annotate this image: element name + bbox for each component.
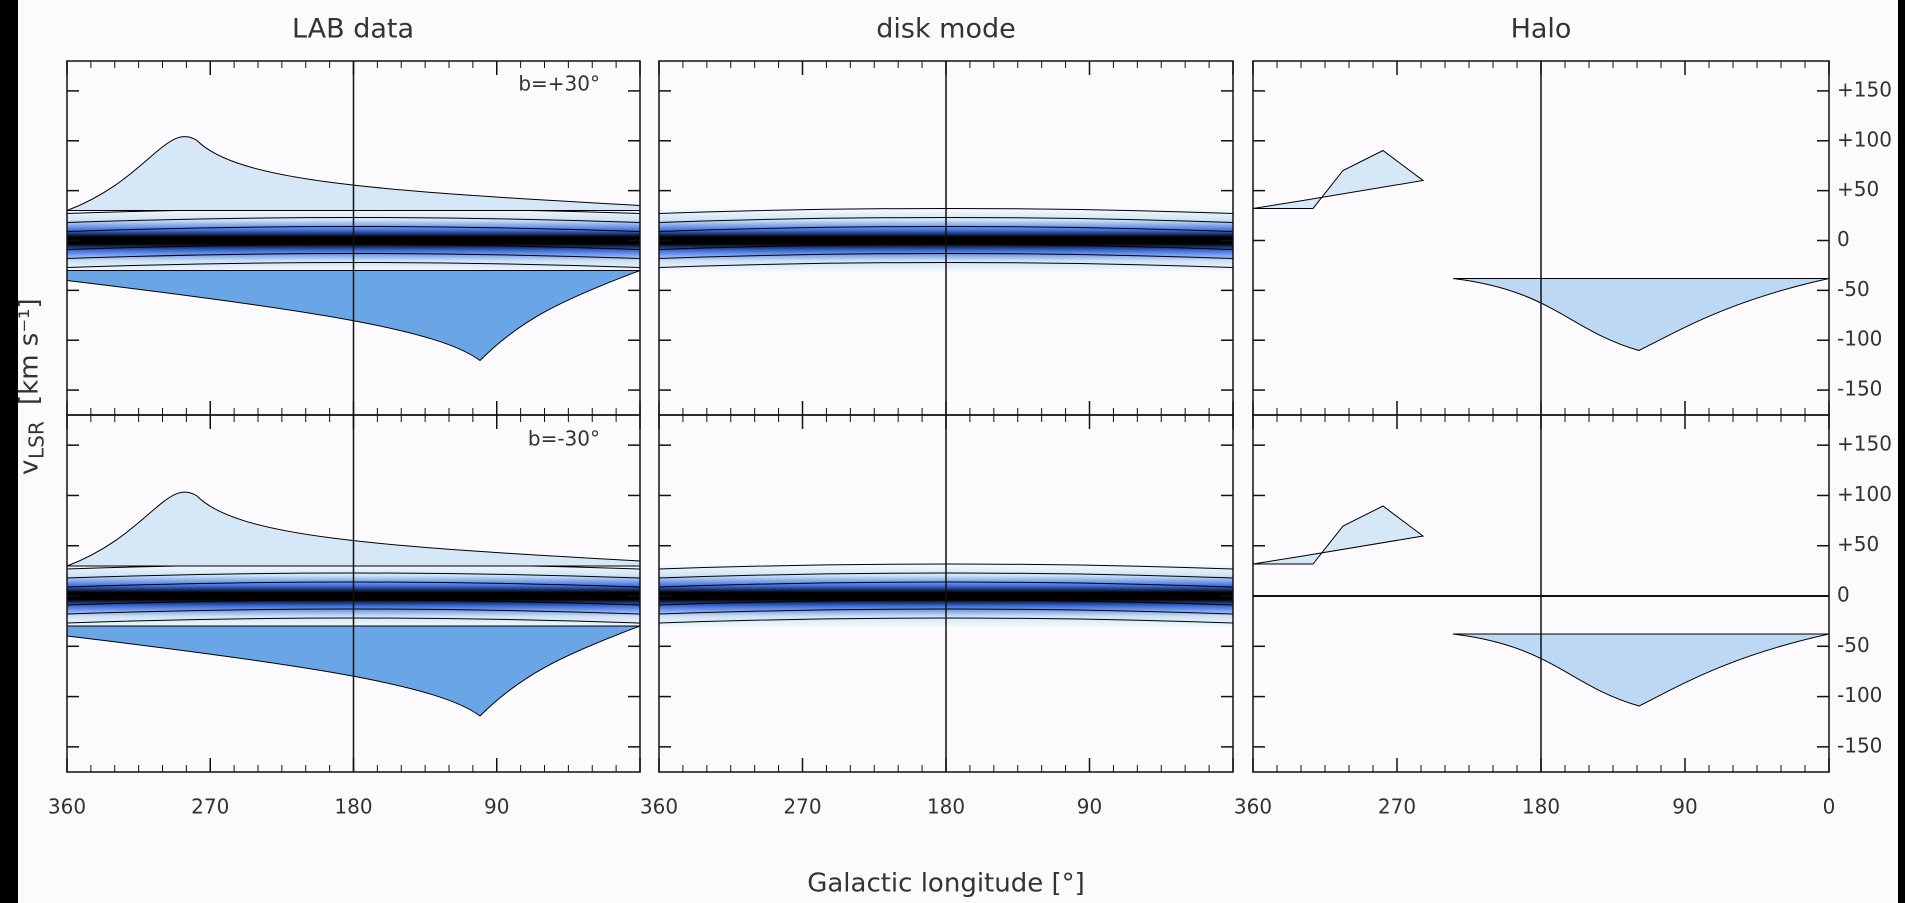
- x-tick-label: 270: [783, 795, 821, 819]
- x-tick-label: 270: [1378, 795, 1416, 819]
- y-tick-label: -50: [1837, 633, 1870, 657]
- panel-title: LAB data: [292, 14, 414, 45]
- x-tick-label: 90: [1077, 795, 1102, 819]
- y-tick-label: 0: [1837, 227, 1850, 251]
- halo-patch: [1452, 633, 1830, 707]
- y-tick-label: +150: [1837, 77, 1892, 101]
- plots: 360 270 180 90 360 270 180 90 +150 +100 +50 0 -50 -10…: [48, 60, 1892, 819]
- y-tick-label: -150: [1837, 733, 1882, 757]
- y-tick-label: +100: [1837, 127, 1892, 151]
- annotation: b=+30°: [518, 72, 600, 96]
- x-tick-label: 270: [191, 795, 229, 819]
- x-tick-label: 90: [1672, 795, 1697, 819]
- x-tick-label: 180: [1522, 795, 1560, 819]
- y-axis-label: v LSR [km s⁻¹]: [15, 298, 49, 475]
- emission-wing: [66, 136, 641, 211]
- y-tick-label: +50: [1837, 532, 1879, 556]
- halo-patch: [1252, 505, 1425, 565]
- x-tick-label: 90: [484, 795, 509, 819]
- halo-patch: [1452, 277, 1830, 352]
- y-tick-label: -150: [1837, 377, 1882, 401]
- y-label-unit: [km s⁻¹]: [15, 298, 45, 405]
- panel-title: disk mode: [876, 14, 1016, 45]
- x-tick-label: 180: [334, 795, 372, 819]
- x-tick-label: 0: [1823, 795, 1836, 819]
- panel-title: Halo: [1511, 14, 1572, 45]
- background: [18, 0, 1898, 903]
- annotation: b=-30°: [528, 427, 600, 451]
- y-label-subscript: LSR: [25, 421, 49, 459]
- x-tick-label: 360: [48, 795, 86, 819]
- halo-patch: [1252, 149, 1425, 209]
- y-tick-label: 0: [1837, 583, 1850, 607]
- y-tick-label: -50: [1837, 277, 1870, 301]
- y-tick-label: -100: [1837, 683, 1882, 707]
- x-tick-label: 360: [640, 795, 678, 819]
- y-tick-label: -100: [1837, 327, 1882, 351]
- y-label-symbol: v: [15, 460, 45, 475]
- x-axis-label: Galactic longitude [°]: [807, 869, 1085, 899]
- emission-wing: [66, 491, 641, 567]
- y-tick-label: +50: [1837, 177, 1879, 201]
- x-tick-label: 360: [1234, 795, 1272, 819]
- y-tick-label: +150: [1837, 432, 1892, 456]
- x-tick-label: 180: [927, 795, 965, 819]
- y-tick-label: +100: [1837, 482, 1892, 506]
